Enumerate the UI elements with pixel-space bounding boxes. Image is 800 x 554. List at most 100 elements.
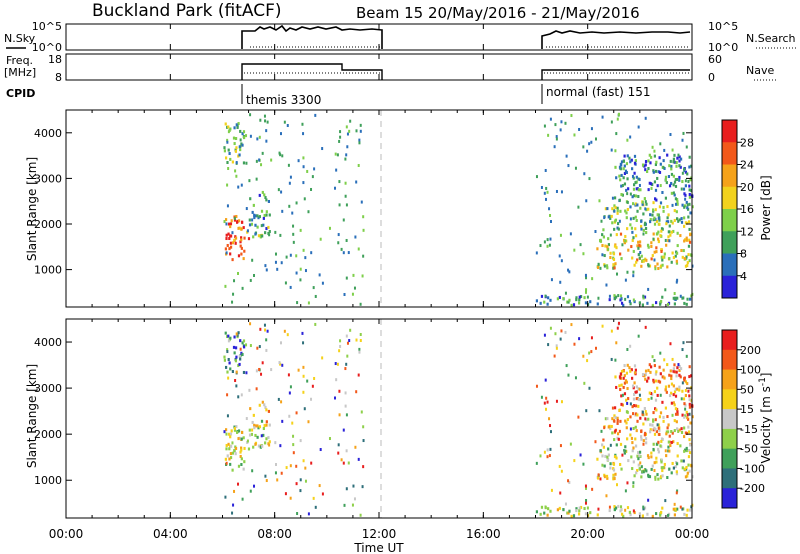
power-echo bbox=[259, 235, 262, 239]
velocity-echo bbox=[653, 426, 656, 430]
velocity-echo bbox=[589, 511, 592, 515]
power-echo bbox=[684, 197, 687, 201]
power-echo bbox=[620, 193, 623, 197]
velocity-echo bbox=[353, 497, 356, 501]
power-echo bbox=[559, 128, 562, 132]
power-echo bbox=[688, 195, 691, 199]
power-echo bbox=[642, 296, 645, 300]
velocity-echo bbox=[266, 329, 269, 333]
power-echo bbox=[619, 294, 623, 298]
power-echo bbox=[626, 270, 629, 274]
velocity-echo bbox=[644, 468, 647, 472]
velocity-echo bbox=[245, 417, 248, 421]
power-echo bbox=[289, 285, 292, 289]
power-echo bbox=[577, 205, 580, 209]
power-echo bbox=[667, 175, 671, 179]
power-echo bbox=[653, 222, 657, 226]
velocity-echo bbox=[644, 372, 647, 376]
velocity-echo bbox=[280, 400, 283, 404]
velocity-echo bbox=[672, 367, 675, 371]
velocity-echo bbox=[604, 417, 607, 421]
velocity-echo bbox=[681, 507, 684, 511]
power-echo bbox=[229, 245, 233, 249]
power-echo bbox=[662, 255, 665, 259]
velocity-echo bbox=[631, 449, 634, 453]
velocity-echo bbox=[577, 512, 581, 516]
velocity-echo bbox=[579, 505, 583, 509]
velocity-echo bbox=[604, 454, 607, 458]
power-echo bbox=[336, 153, 339, 157]
power-echo bbox=[688, 220, 691, 224]
power-echo bbox=[540, 185, 543, 189]
velocity-echo bbox=[233, 489, 236, 493]
power-echo bbox=[648, 153, 651, 157]
velocity-echo bbox=[268, 443, 271, 447]
velocity-echo bbox=[675, 470, 678, 474]
velocity-echo bbox=[638, 387, 641, 391]
power-echo bbox=[624, 169, 628, 173]
power-echo bbox=[614, 295, 618, 299]
velocity-echo bbox=[672, 440, 675, 444]
velocity-echo bbox=[546, 455, 549, 459]
power-echo bbox=[640, 227, 643, 231]
velocity-echo bbox=[237, 464, 241, 468]
power-echo bbox=[662, 159, 665, 163]
power-echo bbox=[253, 216, 256, 220]
power-echo bbox=[623, 241, 627, 245]
velocity-echo bbox=[614, 375, 617, 379]
velocity-echo bbox=[239, 347, 242, 351]
power-echo bbox=[685, 302, 688, 306]
power-echo bbox=[661, 263, 664, 267]
velocity-echo bbox=[635, 471, 638, 475]
velocity-echo bbox=[687, 463, 690, 467]
power-echo bbox=[674, 197, 678, 201]
velocity-echo bbox=[640, 475, 643, 479]
velocity-echo bbox=[583, 381, 586, 385]
power-echo bbox=[636, 258, 639, 262]
power-echo bbox=[644, 207, 647, 211]
power-echo bbox=[597, 296, 600, 300]
velocity-echo bbox=[547, 343, 550, 347]
power-echo bbox=[245, 161, 248, 165]
velocity-echo bbox=[338, 413, 341, 417]
velocity-echo bbox=[620, 394, 623, 398]
velocity-echo bbox=[629, 433, 632, 437]
velocity-echo bbox=[631, 405, 634, 409]
power-echo bbox=[639, 206, 642, 210]
velocity-echo bbox=[569, 442, 572, 446]
power-echo bbox=[626, 200, 629, 204]
power-echo bbox=[286, 124, 289, 128]
power-echo bbox=[237, 271, 240, 275]
power-echo bbox=[264, 264, 267, 268]
power-echo bbox=[299, 267, 302, 271]
power-echo bbox=[603, 216, 606, 220]
velocity-echo bbox=[691, 415, 694, 419]
power-echo bbox=[674, 184, 678, 188]
velocity-echo bbox=[624, 419, 627, 423]
power-echo bbox=[673, 193, 676, 197]
velocity-echo bbox=[614, 506, 618, 510]
power-echo bbox=[226, 204, 229, 208]
velocity-echo bbox=[688, 412, 691, 416]
velocity-echo bbox=[359, 513, 362, 517]
velocity-echo bbox=[672, 466, 675, 470]
power-echo bbox=[555, 137, 558, 141]
velocity-echo bbox=[688, 438, 691, 442]
power-echo bbox=[611, 221, 614, 225]
power-echo bbox=[352, 273, 355, 277]
velocity-echo bbox=[618, 375, 621, 379]
power-echo bbox=[568, 298, 571, 302]
velocity-echo bbox=[678, 364, 681, 368]
velocity-echo bbox=[627, 459, 630, 463]
power-echo bbox=[601, 115, 604, 119]
power-echo bbox=[237, 219, 241, 223]
power-echo bbox=[625, 216, 628, 220]
velocity-echo bbox=[674, 507, 677, 511]
velocity-echo bbox=[621, 453, 624, 457]
power-echo bbox=[638, 183, 641, 187]
velocity-echo bbox=[661, 469, 664, 473]
velocity-echo bbox=[647, 456, 650, 460]
velocity-echo bbox=[564, 502, 567, 506]
velocity-echo bbox=[619, 372, 622, 376]
power-echo bbox=[224, 284, 227, 288]
